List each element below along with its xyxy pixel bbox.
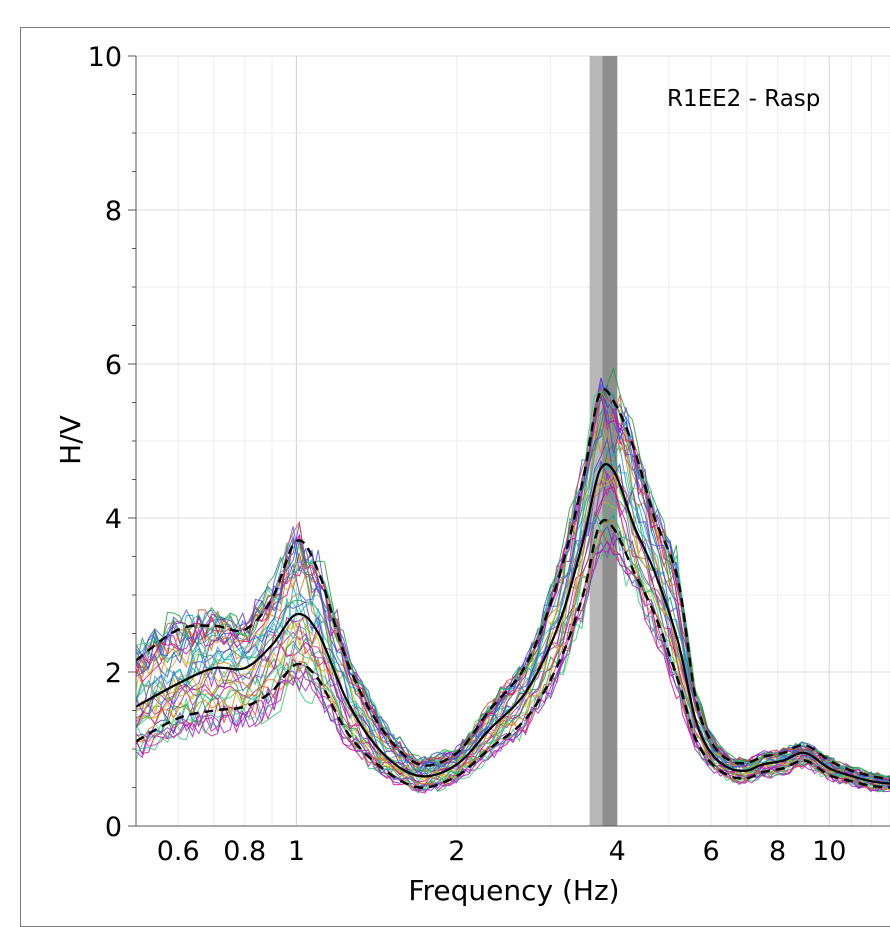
- axes: [128, 55, 890, 827]
- window-curve: [135, 395, 890, 782]
- upper-std-curve: [135, 388, 890, 781]
- window-curve: [135, 388, 890, 783]
- x-tick-label: 2: [448, 836, 465, 867]
- window-curve: [135, 476, 890, 789]
- window-curve: [135, 540, 890, 792]
- y-tick-label: 0: [105, 812, 122, 843]
- x-axis-title: Frequency (Hz): [408, 874, 619, 907]
- tick-labels: 0.6 0.8 1 2 4 6 8 10 0 2 4 6 8 10: [88, 42, 847, 867]
- x-tick-label: 10: [812, 836, 846, 867]
- x-tick-label: 0.6: [157, 836, 200, 867]
- lower-std-curve: [135, 518, 890, 789]
- y-axis-title: H/V: [54, 415, 87, 465]
- window-curve: [135, 463, 890, 786]
- y-tick-label: 6: [105, 350, 122, 381]
- window-curve: [135, 442, 890, 785]
- window-curves: [135, 366, 890, 794]
- mean-curve: [135, 463, 890, 785]
- statistic-curves: [135, 388, 890, 789]
- x-tick-label: 1: [288, 836, 305, 867]
- x-tick-label: 4: [609, 836, 626, 867]
- y-tick-label: 4: [105, 504, 122, 535]
- x-tick-label: 8: [769, 836, 786, 867]
- window-curve: [135, 504, 890, 791]
- window-curve: [135, 511, 890, 790]
- y-tick-label: 2: [105, 658, 122, 689]
- x-tick-label: 0.8: [223, 836, 266, 867]
- x-tick-label: 6: [702, 836, 719, 867]
- y-tick-label: 10: [88, 42, 122, 73]
- peak-band-outer: [602, 56, 618, 826]
- plot-title: R1EE2 - Rasp: [667, 86, 820, 112]
- y-tick-label: 8: [105, 196, 122, 227]
